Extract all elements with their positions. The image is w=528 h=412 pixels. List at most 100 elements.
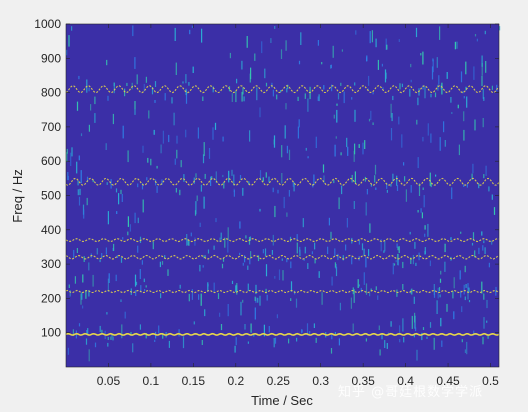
noise-speck xyxy=(401,83,403,88)
noise-speck xyxy=(241,91,243,102)
noise-speck xyxy=(402,318,404,332)
noise-speck xyxy=(88,290,90,297)
noise-speck xyxy=(424,86,426,99)
noise-speck xyxy=(441,340,443,347)
noise-speck xyxy=(411,315,413,329)
noise-speck xyxy=(402,284,404,290)
noise-speck xyxy=(152,241,154,250)
x-tick-label: 0.25 xyxy=(267,374,291,388)
noise-speck xyxy=(182,336,185,349)
noise-speck xyxy=(481,63,483,76)
noise-speck xyxy=(399,339,401,343)
noise-speck xyxy=(188,82,190,86)
y-axis-label: Freq / Hz xyxy=(10,169,25,222)
noise-speck xyxy=(415,262,417,266)
noise-speck xyxy=(456,41,458,49)
noise-speck xyxy=(154,339,156,342)
noise-speck xyxy=(491,194,493,200)
noise-speck xyxy=(365,338,367,342)
noise-speck xyxy=(106,59,108,66)
noise-speck xyxy=(130,332,132,335)
noise-speck xyxy=(335,266,338,277)
noise-speck xyxy=(368,75,370,86)
noise-speck xyxy=(286,88,288,93)
noise-speck xyxy=(307,263,309,269)
noise-speck xyxy=(257,297,259,303)
noise-speck xyxy=(271,250,273,255)
noise-speck xyxy=(164,255,166,259)
noise-speck xyxy=(482,88,484,99)
y-tick-label: 1000 xyxy=(34,17,61,31)
noise-speck xyxy=(160,144,162,154)
y-tick-label: 400 xyxy=(41,223,61,237)
noise-speck xyxy=(336,109,338,123)
noise-speck xyxy=(191,289,193,300)
noise-speck xyxy=(196,195,198,202)
noise-speck xyxy=(78,323,81,327)
ridge-line xyxy=(65,289,500,294)
noise-speck xyxy=(231,93,233,102)
noise-speck xyxy=(88,262,90,271)
noise-speck xyxy=(452,291,454,299)
noise-speck xyxy=(296,242,298,254)
noise-speck xyxy=(107,337,109,340)
noise-speck xyxy=(427,223,429,237)
noise-speck xyxy=(245,235,247,239)
noise-speck xyxy=(297,126,299,139)
noise-speck xyxy=(438,287,441,292)
noise-speck xyxy=(375,187,377,190)
noise-speck xyxy=(175,62,177,75)
noise-speck xyxy=(142,145,144,153)
noise-speck xyxy=(185,88,187,96)
noise-speck xyxy=(203,196,205,209)
y-tick-label: 200 xyxy=(41,291,61,305)
noise-speck xyxy=(422,187,424,190)
noise-speck xyxy=(340,82,342,86)
noise-speck xyxy=(463,96,465,99)
noise-speck xyxy=(354,143,356,155)
noise-speck xyxy=(173,112,175,126)
noise-speck xyxy=(67,175,69,181)
noise-speck xyxy=(416,349,418,361)
noise-speck xyxy=(333,180,335,184)
noise-speck xyxy=(465,86,467,91)
noise-speck xyxy=(398,116,400,125)
noise-speck xyxy=(144,289,146,291)
noise-speck xyxy=(167,269,169,276)
noise-speck xyxy=(207,282,209,292)
noise-speck xyxy=(464,296,466,301)
noise-speck xyxy=(143,83,145,92)
noise-speck xyxy=(283,196,285,209)
noise-speck xyxy=(280,90,282,93)
noise-speck xyxy=(421,332,423,341)
noise-speck xyxy=(224,237,226,248)
ridge-line xyxy=(65,254,500,260)
noise-speck xyxy=(439,137,441,151)
noise-speck xyxy=(195,201,197,215)
noise-speck xyxy=(277,189,279,194)
noise-speck xyxy=(244,255,246,263)
noise-speck xyxy=(351,97,353,100)
noise-speck xyxy=(386,44,388,50)
noise-speck xyxy=(115,188,118,193)
noise-speck xyxy=(188,293,190,302)
noise-speck xyxy=(453,277,455,289)
noise-speck xyxy=(234,345,236,353)
noise-speck xyxy=(272,89,274,97)
noise-speck xyxy=(281,173,283,184)
noise-speck xyxy=(81,292,83,300)
noise-speck xyxy=(347,146,349,156)
noise-speck xyxy=(315,136,317,148)
noise-speck xyxy=(265,82,268,87)
noise-speck xyxy=(198,294,200,300)
noise-speck xyxy=(122,237,124,240)
noise-speck xyxy=(92,180,94,183)
noise-speck xyxy=(463,284,465,295)
noise-speck xyxy=(481,55,483,67)
noise-speck xyxy=(257,255,260,262)
noise-speck xyxy=(318,94,320,102)
noise-speck xyxy=(222,136,224,142)
noise-speck xyxy=(424,225,426,230)
noise-speck xyxy=(375,38,377,48)
noise-speck xyxy=(390,183,392,187)
